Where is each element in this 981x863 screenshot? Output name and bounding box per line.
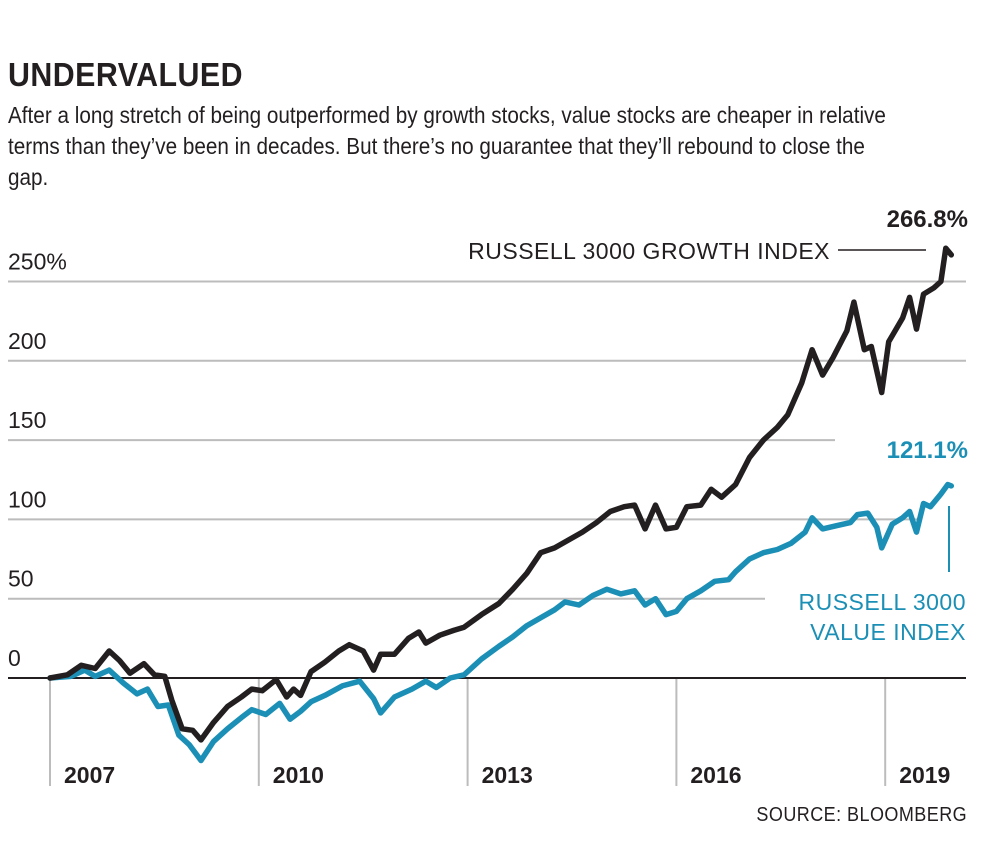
y-tick-label: 150	[8, 407, 46, 433]
value-series-line	[47, 481, 955, 764]
y-tick-label: 0	[8, 645, 21, 671]
y-tick-label: 50	[8, 566, 34, 592]
value-series-label-line2: VALUE INDEX	[810, 619, 966, 645]
x-axis-ticks: 2007 2010 2013 2016 2019	[64, 762, 950, 788]
x-tick-label: 2010	[273, 762, 324, 788]
x-tick-label: 2016	[690, 762, 741, 788]
y-tick-label: 100	[8, 486, 46, 512]
x-gridlines	[49, 678, 887, 786]
chart-subtitle: After a long stretch of being outperform…	[8, 102, 886, 190]
source-note: SOURCE: BLOOMBERG	[756, 804, 967, 826]
series-lines	[47, 245, 955, 764]
x-tick-label: 2013	[482, 762, 533, 788]
y-tick-label: 200	[8, 328, 46, 354]
y-axis-ticks: 0 50 100 150 200 250%	[8, 249, 67, 672]
y-tick-label: 250%	[8, 249, 67, 275]
value-series-label-line1: RUSSELL 3000	[798, 589, 966, 615]
x-tick-label: 2007	[64, 762, 115, 788]
growth-series-label: RUSSELL 3000 GROWTH INDEX	[468, 238, 830, 264]
chart-title: UNDERVALUED	[8, 56, 244, 93]
gridlines	[8, 280, 966, 600]
growth-series-line	[47, 245, 955, 743]
growth-end-label: 266.8%	[887, 206, 968, 233]
value-end-label: 121.1%	[887, 437, 968, 464]
x-tick-label: 2019	[899, 762, 950, 788]
